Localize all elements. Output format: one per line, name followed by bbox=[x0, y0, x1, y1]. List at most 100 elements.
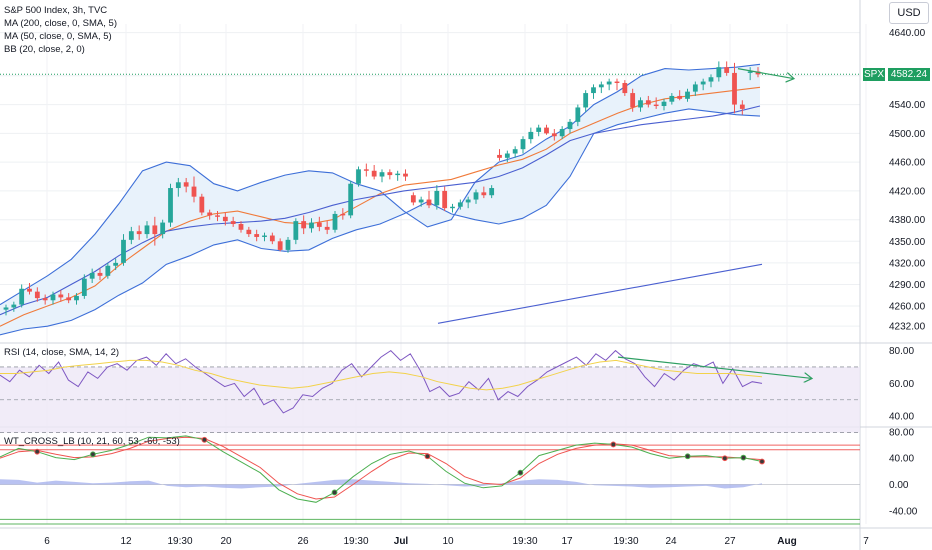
wt-tick-label: 40.00 bbox=[889, 454, 914, 465]
bb-upper-line bbox=[0, 63, 761, 306]
time-tick-label: 7 bbox=[863, 536, 869, 547]
candle-body bbox=[11, 304, 17, 308]
candle-body bbox=[238, 224, 244, 230]
candle-body bbox=[716, 67, 722, 78]
wt-tick-label: 80.00 bbox=[889, 427, 914, 438]
time-tick-label: 19:30 bbox=[613, 536, 638, 547]
candle-body bbox=[685, 91, 690, 99]
candle-body bbox=[27, 288, 32, 292]
candle-body bbox=[285, 239, 291, 250]
wt-cross-dot bbox=[740, 454, 747, 461]
rsi-pane-label[interactable]: RSI (14, close, SMA, 14, 2) bbox=[4, 347, 120, 358]
indicator-ma200-label[interactable]: MA (200, close, 0, SMA, 5) bbox=[4, 18, 117, 29]
candle-body bbox=[152, 225, 158, 235]
candle-body bbox=[747, 71, 753, 73]
price-tick-label: 4640.00 bbox=[889, 28, 926, 39]
price-tick-label: 4460.00 bbox=[889, 158, 926, 169]
candle-body bbox=[144, 225, 150, 235]
candle-body bbox=[739, 104, 745, 109]
last-price-badge: 4582.24 bbox=[888, 68, 930, 81]
rsi-pane bbox=[0, 349, 860, 433]
candle-body bbox=[645, 100, 651, 105]
candle-body bbox=[544, 127, 549, 134]
time-tick-label: 10 bbox=[442, 536, 454, 547]
candle-body bbox=[426, 199, 432, 206]
time-tick-label: 19:30 bbox=[512, 536, 537, 547]
indicator-bb-label[interactable]: BB (20, close, 2, 0) bbox=[4, 44, 85, 55]
time-axis: 6 12 19:30 20 26 19:30 Jul 10 19:30 17 19:30 24 27 Au… bbox=[44, 536, 869, 547]
wt-cross-dot bbox=[610, 441, 617, 448]
time-tick-label: Aug bbox=[777, 536, 796, 547]
currency-button[interactable]: USD bbox=[889, 2, 929, 24]
candle-body bbox=[81, 278, 87, 296]
time-tick-label: 24 bbox=[665, 536, 677, 547]
wt1-line bbox=[0, 435, 763, 503]
candle-body bbox=[481, 192, 487, 196]
wt-tick-label: -40.00 bbox=[889, 506, 918, 517]
candle-body bbox=[293, 221, 299, 240]
candle-body bbox=[168, 188, 173, 223]
candle-body bbox=[50, 294, 56, 301]
candle-body bbox=[551, 133, 557, 137]
candle-body bbox=[465, 199, 471, 203]
symbol-badge: SPX bbox=[863, 68, 885, 81]
ma50-line bbox=[0, 86, 761, 327]
time-tick-label: Jul bbox=[394, 536, 409, 547]
candle-body bbox=[598, 84, 604, 88]
candle-body bbox=[89, 272, 95, 279]
candle-body bbox=[528, 131, 534, 140]
wt-cross-dot bbox=[517, 469, 524, 476]
candle-body bbox=[418, 199, 424, 203]
wt-cross-dot bbox=[684, 453, 691, 460]
candle-body bbox=[591, 87, 596, 94]
candle-body bbox=[700, 81, 706, 85]
candle-body bbox=[669, 95, 675, 102]
candle-body bbox=[410, 195, 416, 203]
candle-body bbox=[324, 226, 330, 230]
candle-body bbox=[653, 104, 659, 107]
price-tick-label: 4290.00 bbox=[889, 280, 926, 291]
candle-body bbox=[512, 149, 518, 154]
price-tick-label: 4420.00 bbox=[889, 186, 926, 197]
candle-body bbox=[457, 202, 463, 207]
candle-body bbox=[403, 173, 408, 177]
candle-body bbox=[128, 231, 134, 240]
candle-body bbox=[222, 216, 228, 222]
candle-body bbox=[450, 206, 455, 209]
candle-body bbox=[489, 188, 495, 196]
candle-body bbox=[191, 186, 197, 197]
candle-body bbox=[677, 95, 683, 99]
time-tick-label: 26 bbox=[297, 536, 309, 547]
indicator-ma50-label[interactable]: MA (50, close, 0, SMA, 5) bbox=[4, 31, 112, 42]
rsi-tick-label: 40.00 bbox=[889, 412, 914, 423]
wt-cross-dot bbox=[424, 453, 431, 460]
candle-body bbox=[434, 190, 440, 206]
time-tick-label: 17 bbox=[561, 536, 573, 547]
time-tick-label: 12 bbox=[120, 536, 132, 547]
candle-body bbox=[160, 222, 166, 235]
wt-pane-label[interactable]: WT_CROSS_LB (10, 21, 60, 53, -60, -53) bbox=[4, 436, 180, 447]
candle-body bbox=[66, 297, 72, 301]
candle-body bbox=[277, 241, 283, 250]
wt-cross-dot bbox=[34, 448, 41, 455]
price-tick-label: 4380.00 bbox=[889, 215, 926, 226]
series-title[interactable]: S&P 500 Index, 3h, TVC bbox=[4, 5, 108, 16]
candle-body bbox=[622, 82, 628, 94]
bb-lower-line bbox=[0, 108, 761, 336]
candle-body bbox=[316, 222, 322, 227]
rsi-tick-label: 80.00 bbox=[889, 346, 914, 357]
candle-body bbox=[630, 93, 636, 108]
candle-body bbox=[215, 215, 220, 217]
candle-body bbox=[575, 107, 581, 122]
time-tick-label: 19:30 bbox=[343, 536, 368, 547]
candle-body bbox=[606, 81, 612, 85]
candle-body bbox=[755, 71, 761, 75]
price-tick-label: 4500.00 bbox=[889, 129, 926, 140]
candle-body bbox=[661, 101, 667, 107]
candle-body bbox=[332, 213, 338, 230]
candle-body bbox=[246, 229, 252, 235]
candle-body bbox=[379, 172, 385, 177]
candle-body bbox=[42, 298, 48, 301]
price-tick-label: 4320.00 bbox=[889, 258, 926, 269]
